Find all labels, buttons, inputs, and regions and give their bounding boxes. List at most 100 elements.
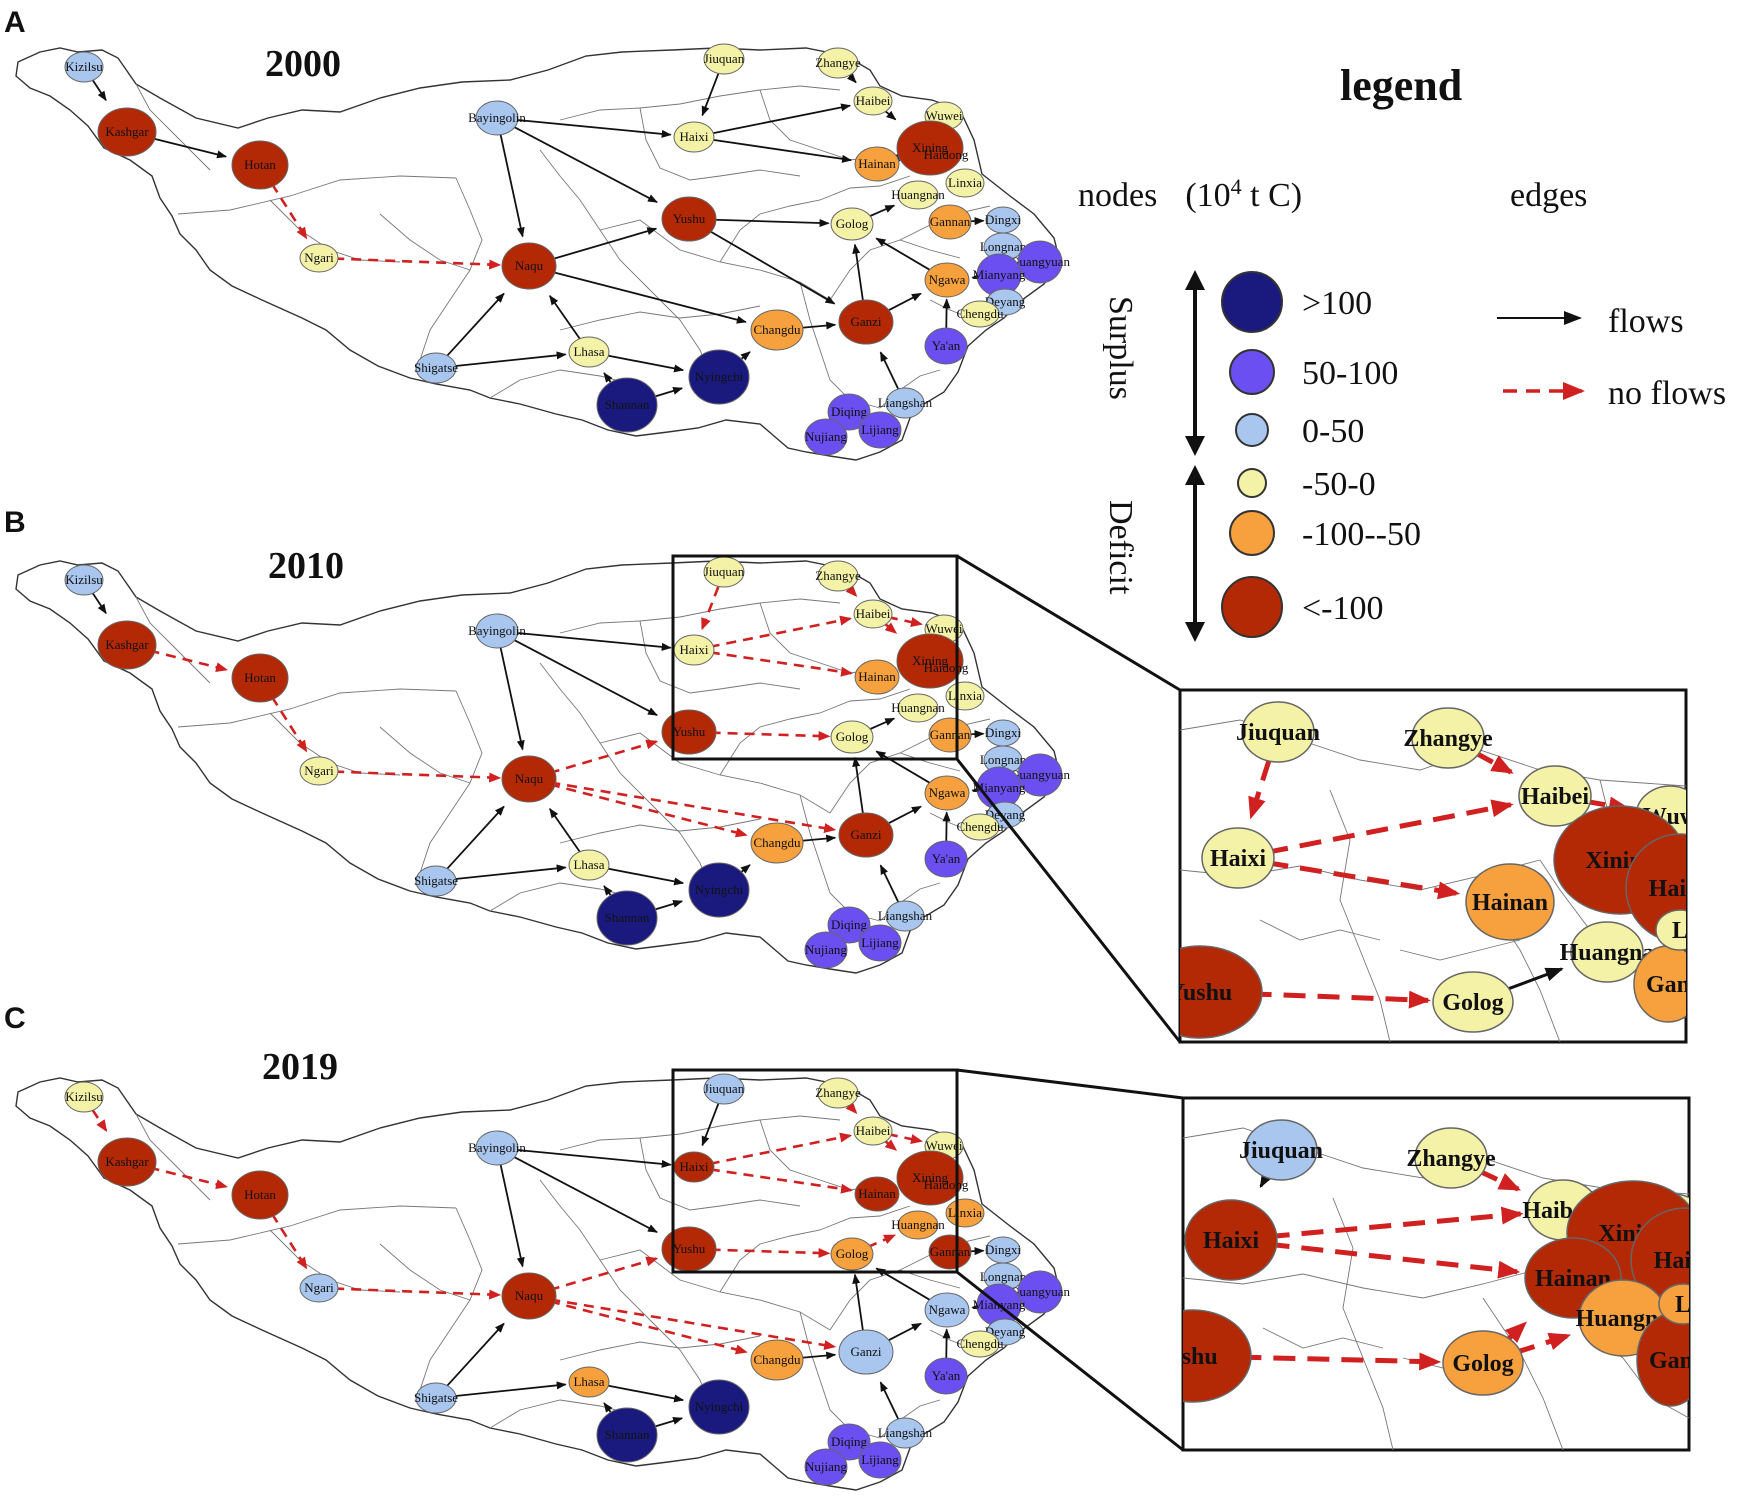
- no-flow-edge-hotan-to-ngari: [270, 183, 308, 240]
- plateau-basemap: [15, 1077, 1061, 1491]
- node-naqu-circle: [501, 755, 557, 803]
- flow-edge-haibei-to-xining: [884, 109, 897, 121]
- admin-boundary: [559, 1335, 761, 1361]
- node-shannan-label: Shannan: [605, 1427, 650, 1442]
- deficit-arrowhead-up: [1185, 465, 1205, 485]
- flow-edge-golog-to-huangnan: [867, 204, 896, 219]
- node-bayingolin-circle: [475, 1130, 519, 1166]
- legend-swatch: [1229, 349, 1275, 395]
- node-yushu-label: Yushu: [673, 211, 706, 226]
- node-hainan-circle: [854, 659, 900, 695]
- flow-edge-yushu-to-golog: [710, 218, 830, 228]
- node-haibei-label: Haibei: [856, 93, 891, 108]
- node-kashgar: Kashgar: [97, 620, 157, 670]
- flow-edge-jiuquan-to-haixi: [701, 73, 720, 117]
- node-wuwei-label: Wuwei: [925, 1138, 962, 1153]
- legend-class-2: 0-50: [1235, 413, 1364, 450]
- node-lijiang-circle: [858, 924, 902, 962]
- node-dingxi: Dingxi: [985, 1236, 1021, 1264]
- node-linxia-label: Linxia: [948, 175, 982, 190]
- zoom-connector: [955, 758, 1182, 1043]
- node-nyingchi-label: Nyingchi: [695, 1399, 744, 1414]
- node-nujiang-label: Nujiang: [805, 1459, 847, 1474]
- node-changdu-label: Changdu: [754, 835, 801, 850]
- node-xining-label: Xining: [912, 140, 949, 155]
- admin-boundary: [177, 175, 457, 215]
- node-hainan-label: Hainan: [858, 1186, 896, 1201]
- legend-class-label: -100--50: [1302, 516, 1421, 553]
- inset-node-jiuquan-label: Jiuquan: [1236, 720, 1320, 746]
- node-mianyang: Mianyang: [973, 253, 1026, 297]
- node-longnan: Longnan: [980, 232, 1027, 262]
- inset-node-haixi: Haixi: [1201, 827, 1275, 889]
- node-changdu-circle: [750, 822, 804, 864]
- flow-edge-yushu-to-ganzi: [707, 229, 836, 305]
- inset-node-zhangye-label: Zhangye: [1406, 1146, 1496, 1172]
- no-flow-edge-ngari-to-naqu: [334, 1287, 502, 1300]
- admin-boundary: [559, 598, 841, 634]
- flow-edge-changdu-to-ganzi: [797, 834, 837, 843]
- flow-edge-naqu-to-yushu: [549, 227, 658, 261]
- flow-edge-lhasa-to-nyingchi: [604, 354, 685, 373]
- node-hotan-circle: [231, 1170, 289, 1220]
- flow-edge-ganzi-to-golog: [852, 756, 864, 814]
- node-golog-circle: [830, 207, 874, 241]
- node-naqu: Naqu: [501, 755, 557, 803]
- node-haibei: Haibei: [853, 599, 893, 629]
- node-longnan-label: Longnan: [980, 752, 1027, 767]
- inset-node-gannan-label: Gan: [1646, 972, 1690, 998]
- node-shigatse: Shigatse: [414, 352, 458, 384]
- inset-node-golog-circle: [1432, 971, 1514, 1033]
- zoom-source-rect: [671, 1068, 959, 1274]
- no-flow-edge-ngari-to-naqu: [334, 770, 502, 783]
- node-golog-circle: [830, 1237, 874, 1271]
- inset-node-yushu-label: ushu: [1168, 1344, 1217, 1370]
- flow-edge-bayingolin-to-haixi: [513, 631, 672, 651]
- no-flow-edge-haibei-to-wuwei: [887, 1132, 923, 1144]
- inset-node-jiuquan-label: Jiuquan: [1239, 1138, 1323, 1164]
- no-flow-edge-haixi-to-hainan: [709, 651, 854, 677]
- inset-node-layer: JiuquanZhangyeHaixiHaibersWuwXiningHaido…: [1168, 1119, 1689, 1407]
- node-lijiang-circle: [858, 1441, 902, 1479]
- node-guangyuan-label: Guangyuan: [1010, 254, 1070, 269]
- node-layer: Kizilsu Kashgar Hotan Ngari Bayingolin Naqu Sh…: [64, 1073, 1070, 1486]
- node-yushu-circle: [661, 709, 717, 755]
- node-kizilsu: Kizilsu: [64, 564, 104, 596]
- no-flow-edge-haibei-to-xining: [883, 1139, 898, 1151]
- node-ngawa-label: Ngawa: [929, 272, 966, 287]
- node-ngari-label: Ngari: [304, 763, 334, 778]
- no-flow-edge-haixi-to-hainan: [1267, 1241, 1521, 1279]
- inset-admin-boundary: [1262, 1327, 1384, 1349]
- no-flow-edge-ngari-to-naqu: [334, 257, 502, 270]
- inset-node-layer: Jiuquan ZhangyeHaixiHaibeiWuwXiningHaidoH…: [1180, 701, 1690, 1039]
- node-shigatse-label: Shigatse: [414, 1390, 458, 1405]
- node-ganzi-label: Ganzi: [850, 827, 881, 842]
- surplus-label: Surplus: [1102, 296, 1139, 400]
- node-golog: Golog: [830, 1237, 874, 1271]
- node-hainan-circle: [854, 146, 900, 182]
- node-ngari-circle: [299, 756, 339, 786]
- node-size-classes: >100 50-100 0-50 -50-0 -100--50 <-100: [1221, 271, 1421, 638]
- node-nujiang-label: Nujiang: [805, 942, 847, 957]
- zoom-connector: [956, 1068, 1184, 1100]
- node-gannan-label: Gannan: [930, 727, 971, 742]
- node-shannan-label: Shannan: [605, 397, 650, 412]
- admin-boundary: [719, 175, 911, 263]
- node-gannan-label: Gannan: [930, 1244, 971, 1259]
- node-diqing-circle: [827, 906, 871, 944]
- node-nujiang-circle: [804, 418, 848, 456]
- node-diqing: Diqing: [827, 1423, 871, 1461]
- node-changdu-circle: [750, 1339, 804, 1381]
- node-changdu: Changdu: [750, 1339, 804, 1381]
- inset-node-golog: Golog: [1442, 1330, 1524, 1396]
- flows-label: flows: [1608, 303, 1684, 340]
- node-shigatse: Shigatse: [414, 1382, 458, 1414]
- node-huangnan-circle: [897, 693, 939, 723]
- node-shannan-circle: [596, 377, 658, 433]
- node-guangyuan-circle: [1017, 1270, 1063, 1314]
- admin-boundary: [639, 620, 801, 694]
- node-gannan-circle: [928, 717, 972, 753]
- node-nujiang: Nujiang: [804, 418, 848, 456]
- admin-boundary: [379, 1243, 471, 1301]
